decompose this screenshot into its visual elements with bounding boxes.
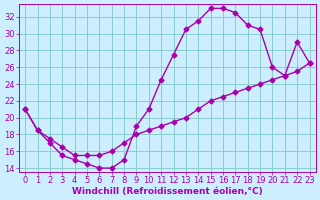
X-axis label: Windchill (Refroidissement éolien,°C): Windchill (Refroidissement éolien,°C) bbox=[72, 187, 263, 196]
